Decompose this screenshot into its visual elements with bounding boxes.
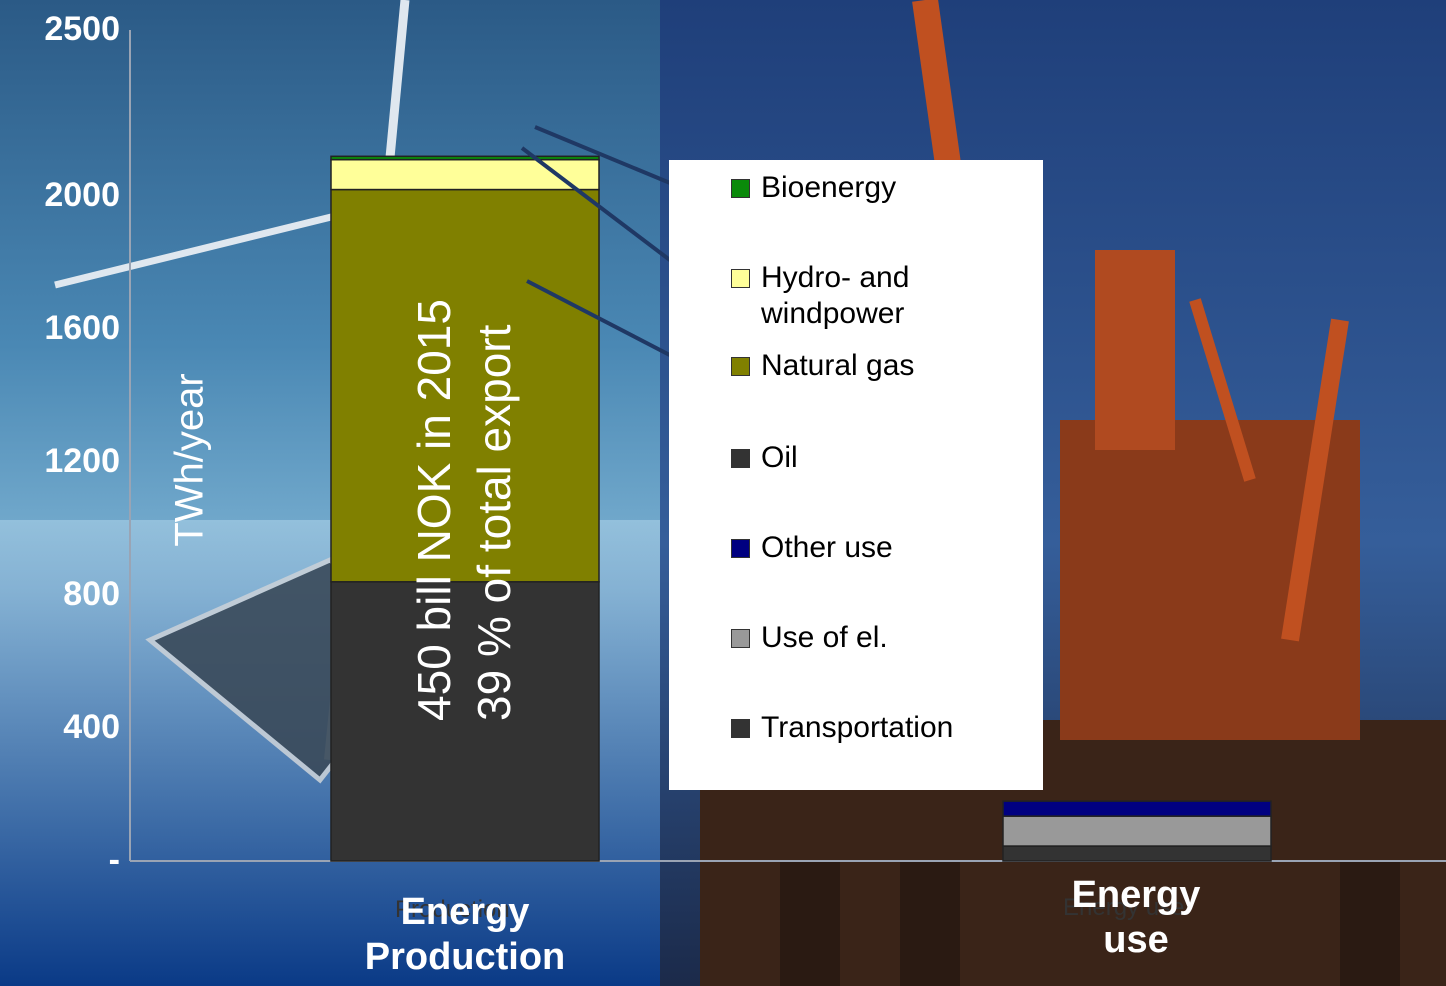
- legend-label-line: Natural gas: [761, 349, 915, 382]
- bar-segment-use-of-el: [1002, 815, 1272, 847]
- legend: Bioenergy Hydro- and windpower Natural gas O…: [669, 160, 1043, 790]
- bar-segment-oil: [330, 581, 600, 862]
- x-category-energy-production-line-2: Production: [364, 935, 566, 978]
- y-tick-label: 2000: [44, 176, 120, 215]
- annotation-line-1: 450 bill NOK in 2015: [408, 299, 461, 721]
- legend-label-line: Hydro- and: [761, 261, 910, 294]
- x-category-energy-production-line-1: Energy: [400, 891, 530, 933]
- legend-label: Oil: [761, 440, 798, 476]
- x-category-energy-use: Energy use: [986, 873, 1286, 963]
- legend-label: Hydro- and windpower: [761, 260, 909, 332]
- x-category-energy-production: Energy Production: [315, 890, 615, 980]
- legend-label-line: Oil: [761, 441, 798, 474]
- legend-swatch: [731, 449, 750, 468]
- legend-item: Oil: [731, 440, 798, 476]
- faint-category-label-energy-use: Energy use: [1063, 894, 1185, 921]
- legend-item: Natural gas: [731, 348, 914, 384]
- y-tick-label: 2500: [44, 10, 120, 48]
- y-axis-label: TWh/year: [167, 373, 212, 547]
- bar-segment-transportation: [1002, 845, 1272, 862]
- legend-label: Transportation: [761, 710, 953, 746]
- y-tick-label: 1200: [44, 442, 120, 481]
- legend-swatch: [731, 719, 750, 738]
- y-tick-label: 800: [63, 575, 120, 614]
- x-category-energy-use-line-1: Energy: [1071, 874, 1201, 916]
- legend-swatch: [731, 269, 750, 288]
- legend-item: Hydro- and windpower: [731, 260, 909, 332]
- legend-label-line: Other use: [761, 531, 893, 564]
- leader-line: [526, 279, 688, 366]
- legend-label-line: Bioenergy: [761, 171, 897, 204]
- bar-stacks: [330, 155, 1272, 862]
- bar-annotation: 450 bill NOK in 2015 39 % of total expor…: [405, 299, 525, 721]
- legend-item: Transportation: [731, 710, 953, 746]
- legend-swatch: [731, 629, 750, 648]
- legend-item: Other use: [731, 530, 893, 566]
- leader-lines: [520, 125, 689, 366]
- legend-label: Other use: [761, 530, 893, 566]
- x-category-energy-use-line-2: use: [1103, 918, 1169, 961]
- leader-line: [534, 125, 688, 192]
- legend-item: Bioenergy: [731, 170, 896, 206]
- legend-label: Bioenergy: [761, 170, 896, 206]
- y-tick-label: -: [108, 841, 120, 879]
- bar-segment-natural-gas: [330, 188, 600, 583]
- annotation-line-2: 39 % of total export: [468, 324, 520, 721]
- leader-line: [520, 146, 689, 275]
- legend-item: Use of el.: [731, 620, 888, 656]
- legend-label-line: Use of el.: [761, 621, 888, 654]
- legend-label-line: Transportation: [761, 711, 954, 744]
- faint-category-label-production: Production: [395, 896, 510, 923]
- y-tick-label: 400: [63, 708, 120, 747]
- bar-segment-other-use: [1002, 800, 1272, 817]
- legend-label-line: windpower: [761, 297, 905, 330]
- bar-segment-bioenergy: [330, 155, 600, 161]
- legend-swatch: [731, 357, 750, 376]
- legend-label: Natural gas: [761, 348, 914, 384]
- y-tick-label: 1600: [44, 309, 120, 348]
- legend-label: Use of el.: [761, 620, 888, 656]
- legend-swatch: [731, 539, 750, 558]
- legend-swatch: [731, 179, 750, 198]
